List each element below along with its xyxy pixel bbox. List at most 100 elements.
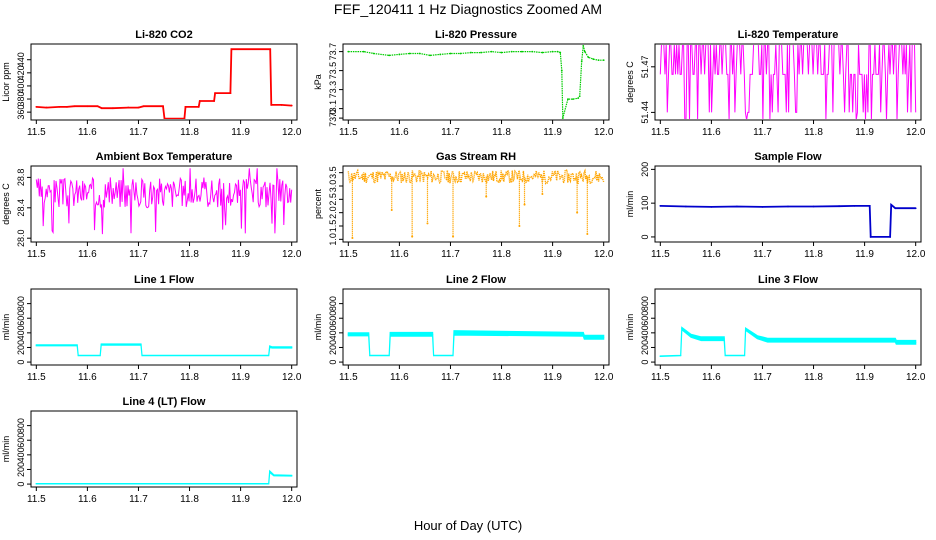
x-tick-label: 11.5 bbox=[651, 249, 670, 260]
data-point bbox=[362, 50, 365, 53]
plot-frame bbox=[30, 43, 298, 121]
data-group bbox=[659, 202, 917, 238]
data-point bbox=[398, 53, 401, 56]
y-tick-label: 800 bbox=[328, 296, 338, 311]
y-tick-label: 380 bbox=[16, 92, 26, 107]
y-axis-label: ml/min bbox=[1, 436, 11, 463]
x-tick-label: 12.0 bbox=[594, 249, 614, 260]
data-point bbox=[559, 51, 562, 54]
plot-frame bbox=[30, 165, 298, 243]
data-point bbox=[100, 107, 103, 110]
x-tick-label: 11.7 bbox=[129, 372, 148, 383]
data-point bbox=[577, 97, 580, 100]
x-tick-label: 11.6 bbox=[390, 249, 409, 260]
x-tick-label: 11.6 bbox=[78, 494, 97, 505]
data-point bbox=[411, 235, 414, 238]
x-tick-label: 11.8 bbox=[492, 127, 511, 138]
series-band bbox=[347, 330, 605, 357]
data-point bbox=[723, 338, 725, 340]
y-tick-label: 51.44 bbox=[640, 101, 650, 124]
x-tick-label: 11.8 bbox=[180, 127, 199, 138]
y-tick-label: 3.5 bbox=[328, 166, 338, 179]
data-point bbox=[578, 95, 581, 98]
data-point bbox=[183, 117, 186, 119]
x-tick-label: 11.6 bbox=[702, 127, 721, 138]
data-point bbox=[761, 205, 764, 208]
data-point bbox=[273, 474, 275, 476]
data-point bbox=[586, 233, 589, 235]
data-point bbox=[869, 236, 872, 238]
x-tick-label: 11.9 bbox=[855, 249, 874, 260]
y-tick-label: 100 bbox=[640, 196, 650, 211]
x-tick-label: 11.9 bbox=[231, 372, 250, 383]
panel-5: Gas Stream RH percent 11.5 11.6 11.7 11.8 11.9… bbox=[313, 151, 614, 260]
y-tick-label: 600 bbox=[328, 311, 338, 326]
y-axis-label: ml/min bbox=[313, 314, 323, 341]
x-tick-label: 11.8 bbox=[804, 372, 823, 383]
x-tick-label: 11.6 bbox=[390, 127, 409, 138]
x-tick-label: 11.7 bbox=[441, 249, 460, 260]
y-tick-label: 73.3 bbox=[328, 81, 338, 99]
data-point bbox=[531, 50, 534, 53]
x-tick-label: 11.8 bbox=[804, 249, 823, 260]
x-tick-label: 11.5 bbox=[339, 127, 358, 138]
y-axis-label: percent bbox=[313, 188, 323, 219]
series-band bbox=[35, 469, 293, 485]
y-tick-label: 2.0 bbox=[328, 206, 338, 219]
y-tick-label: 800 bbox=[16, 418, 26, 433]
data-point bbox=[418, 52, 421, 55]
y-tick-label: 400 bbox=[16, 325, 26, 340]
data-group bbox=[35, 168, 293, 235]
panel-title: Li-820 Pressure bbox=[435, 29, 517, 41]
panel-7: Line 1 Flow ml/min 11.5 11.6 11.7 11.8 11.9 12.… bbox=[1, 274, 302, 383]
y-tick-label: 600 bbox=[16, 433, 26, 448]
y-axis-label: kPa bbox=[313, 74, 323, 90]
x-tick-label: 11.5 bbox=[339, 372, 358, 383]
data-point bbox=[736, 205, 738, 208]
data-point bbox=[229, 92, 232, 95]
x-tick-label: 11.6 bbox=[78, 127, 97, 138]
data-point bbox=[756, 336, 758, 338]
data-point bbox=[561, 117, 564, 119]
data-point bbox=[541, 51, 544, 54]
y-tick-label: 73.0 bbox=[328, 109, 338, 127]
data-group bbox=[659, 45, 917, 119]
data-point bbox=[426, 222, 429, 225]
data-point bbox=[408, 52, 411, 55]
data-point bbox=[510, 50, 513, 53]
data-point bbox=[890, 203, 893, 206]
y-tick-label: 600 bbox=[16, 311, 26, 326]
data-point bbox=[787, 205, 789, 208]
data-point bbox=[583, 50, 586, 53]
x-tick-label: 11.9 bbox=[855, 127, 874, 138]
y-tick-label: 0 bbox=[16, 482, 26, 487]
panel-title: Li-820 CO2 bbox=[135, 29, 192, 41]
x-tick-label: 11.6 bbox=[702, 372, 721, 383]
x-tick-label: 12.0 bbox=[906, 127, 926, 138]
data-point bbox=[230, 48, 233, 51]
data-point bbox=[480, 51, 483, 54]
data-point bbox=[766, 339, 769, 341]
x-tick-label: 11.5 bbox=[27, 494, 46, 505]
data-point bbox=[453, 332, 455, 334]
data-point bbox=[812, 205, 815, 208]
series-line bbox=[348, 45, 604, 119]
data-point bbox=[551, 50, 554, 53]
data-point bbox=[587, 56, 590, 59]
data-point bbox=[452, 235, 455, 238]
data-group bbox=[347, 330, 605, 357]
x-tick-label: 11.5 bbox=[27, 249, 46, 260]
data-point bbox=[388, 54, 391, 57]
data-point bbox=[490, 50, 493, 53]
data-point bbox=[290, 104, 293, 107]
x-tick-label: 12.0 bbox=[906, 249, 926, 260]
data-group bbox=[35, 48, 293, 119]
x-tick-label: 11.9 bbox=[231, 494, 250, 505]
plot-frame bbox=[654, 288, 922, 366]
data-group bbox=[35, 343, 293, 357]
y-tick-label: 800 bbox=[16, 296, 26, 311]
data-point bbox=[567, 98, 569, 100]
data-point bbox=[213, 100, 215, 102]
panel-title: Gas Stream RH bbox=[436, 151, 516, 163]
panel-title: Sample Flow bbox=[754, 151, 822, 163]
